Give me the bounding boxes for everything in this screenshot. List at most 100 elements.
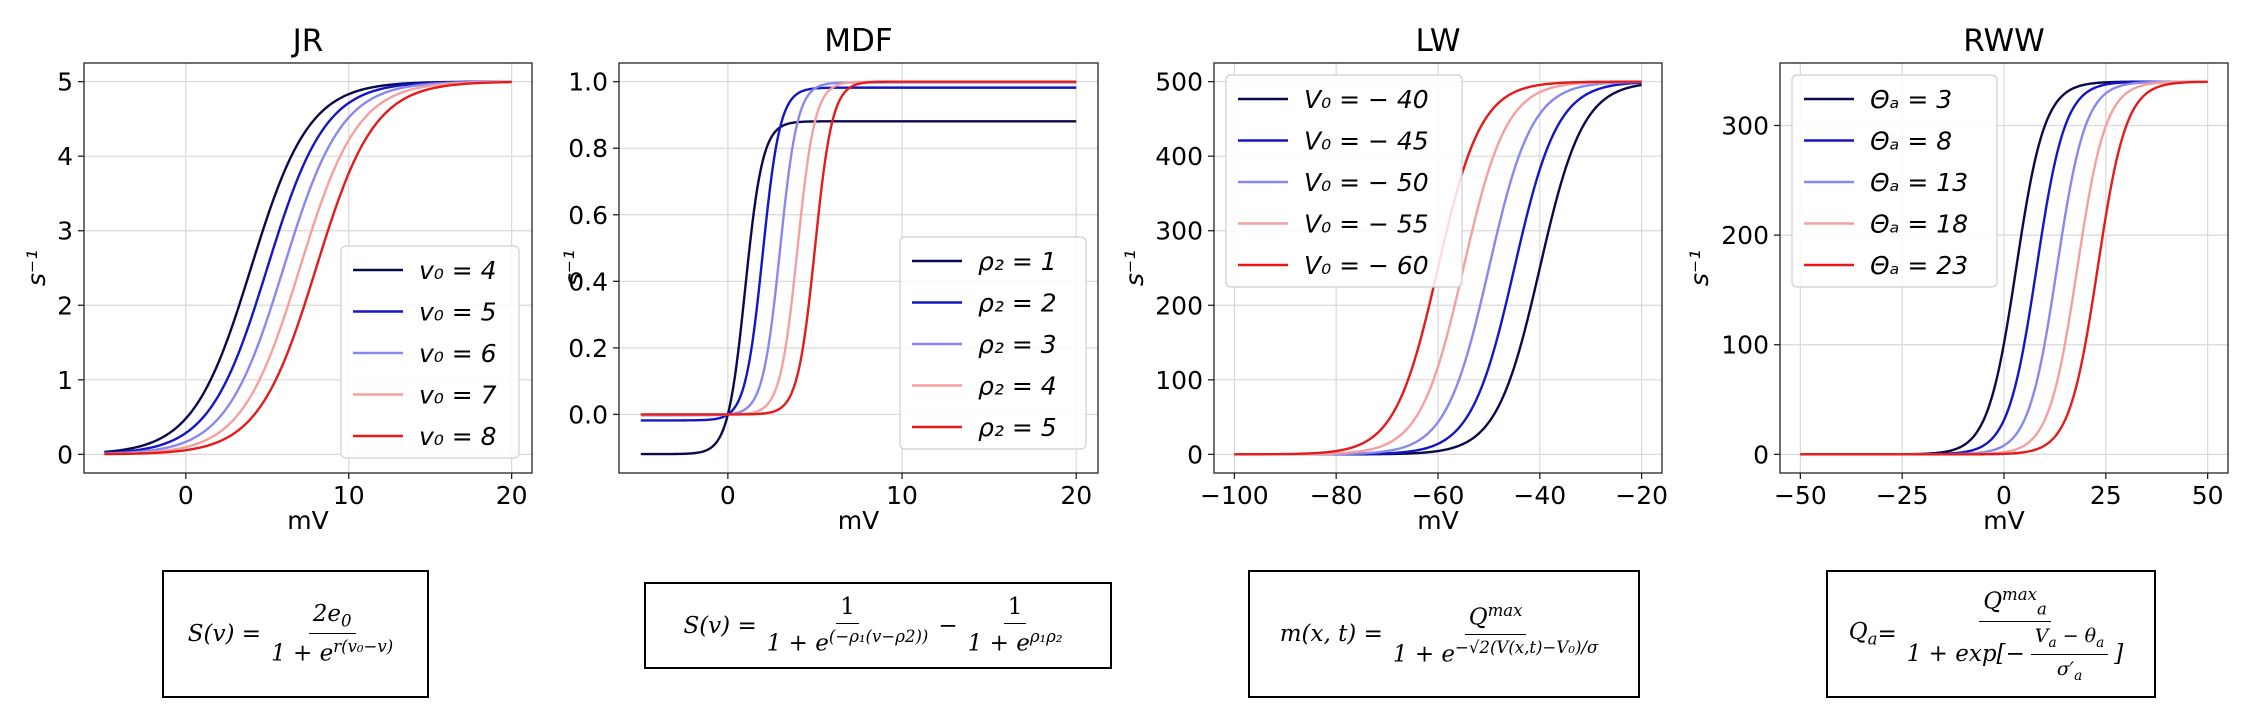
y-tick-label: 0.4 [568,267,608,296]
formula-mdf-exponent-2: ρ₁ρ₂ [1029,627,1063,647]
legend-box [1791,74,1998,288]
formula-mdf-numerator-2: 1 [1003,594,1027,625]
formula-jr-numerator: 2e [312,600,341,627]
series-line-3 [104,80,512,456]
legend-label-3: Θₐ = 18 [1870,210,1968,239]
formula-lw: m(x, t) = Qmax 1 + e−√2(V(x,t)−V₀)/σ [1248,570,1640,698]
formula-rww-fraction: Qmaxa 1 + exp[− Va − θa σ′a ] [1903,585,2128,684]
formula-mdf-lhs: S(v) = [683,612,757,639]
formula-mdf-denominator-1: 1 + e [766,630,829,657]
legend-box [899,236,1087,450]
x-axis-label: mV [1417,506,1458,535]
formula-rww-numerator: Q [1983,588,2003,615]
formula-mdf-fraction-1: 1 1 + e(−ρ₁(v−ρ2)) [763,594,933,657]
y-axis-label: s⁻¹ [1120,250,1149,286]
formula-jr-lhs: S(v) = [187,621,262,647]
legend-label-1: Θₐ = 8 [1870,127,1952,156]
y-axis-label: s⁻¹ [22,250,51,286]
legend-label-4: V₀ = − 60 [1304,251,1429,280]
x-tick-label: −50 [1774,481,1827,510]
x-tick-label: −20 [1615,481,1668,510]
y-tick-label: 5 [57,68,73,97]
formula-rww-lhs-symbol: Q [1848,619,1868,646]
series-line-1 [640,86,1077,422]
x-axis-label: mV [838,506,879,535]
formula-rww-numerator-sup: max [2002,584,2037,604]
formula-lw-lhs: m(x, t) = [1279,621,1383,647]
y-tick-label: 100 [1155,366,1203,395]
x-tick-label: 20 [496,481,528,510]
chart-panel-3: RWW −50 −25 0 25 50 0 100 200 300 mV s⁻¹ Θₐ = 3 Θₐ = … [1685,23,2229,535]
chart-title: LW [1415,23,1460,59]
formula-jr-fraction: 2e0 1 + er(v₀−v) [267,601,397,667]
x-tick-label: 0 [178,481,194,510]
legend-box [1225,74,1463,288]
legend-label-4: v₀ = 8 [419,422,497,451]
y-tick-label: 0.2 [568,334,608,363]
y-tick-label: 1 [57,366,73,395]
y-axis-label: s⁻¹ [559,250,588,286]
y-tick-label: 400 [1155,142,1203,171]
x-tick-label: 10 [333,481,365,510]
chart-title: JR [291,23,324,59]
formula-rww-equals: = [1877,621,1897,647]
legend-label-3: V₀ = − 55 [1304,210,1429,239]
formula-lw-numerator: Q [1468,604,1488,631]
formula-mdf-denominator-2: 1 + e [967,630,1030,657]
x-axis-label: mV [287,506,328,535]
legend-label-0: v₀ = 4 [419,256,497,285]
formula-lw-denominator: 1 + e [1392,641,1456,668]
formula-jr-denominator: 1 + e [271,641,334,668]
y-tick-label: 0.8 [568,134,608,163]
legend-label-2: ρ₂ = 3 [978,330,1057,359]
legend-label-1: V₀ = − 45 [1304,127,1429,156]
formula-lw-exponent: −√2(V(x,t)−V₀)/σ [1455,637,1599,657]
y-tick-label: 300 [1155,217,1203,246]
plot-frame [618,62,1099,474]
y-tick-label: 200 [1721,221,1769,250]
legend-label-4: ρ₂ = 5 [978,413,1057,442]
y-tick-label: 3 [57,217,73,246]
x-tick-label: −60 [1412,481,1465,510]
y-tick-label: 0 [1187,440,1203,469]
y-tick-label: 100 [1721,331,1769,360]
x-tick-label: 0 [720,481,736,510]
x-tick-label: 50 [2192,481,2224,510]
plot-frame [83,62,533,474]
x-tick-label: 0 [1996,481,2012,510]
formula-mdf-fraction-2: 1 1 + eρ₁ρ₂ [964,594,1067,657]
x-tick-label: −80 [1310,481,1363,510]
y-tick-label: 300 [1721,111,1769,140]
legend-label-2: Θₐ = 13 [1870,168,1968,197]
formula-rww-lhs: Qa [1849,619,1878,649]
formula-rww: Qa = Qmaxa 1 + exp[− Va − θa σ′a ] [1826,570,2156,698]
legend-label-3: ρ₂ = 4 [978,372,1057,401]
y-tick-label: 200 [1155,291,1203,320]
x-tick-label: −100 [1200,481,1269,510]
y-axis-label: s⁻¹ [1685,250,1714,286]
formula-rww-inner-denominator-sub: a [2074,667,2083,684]
formula-jr: S(v) = 2e0 1 + er(v₀−v) [162,570,429,698]
x-tick-label: −40 [1513,481,1566,510]
series-line-4 [640,80,1077,416]
series-line-0 [640,120,1077,456]
formula-rww-close-bracket: ] [2114,641,2124,668]
formula-rww-inner-numerator: V [2034,624,2049,647]
x-tick-label: 25 [2090,481,2122,510]
y-tick-label: 0.0 [568,400,608,429]
series-line-4 [1800,80,2208,456]
formula-rww-denominator: 1 + exp[− [1906,641,2025,668]
formula-rww-numerator-sub: a [2036,598,2047,618]
x-tick-label: 10 [886,481,918,510]
x-tick-label: −25 [1876,481,1929,510]
formula-rww-inner-numerator-sub: a [2048,634,2057,651]
chart-title: RWW [1963,23,2045,59]
x-tick-label: 20 [1060,481,1092,510]
formula-rww-lhs-sub: a [1867,629,1878,649]
formula-lw-fraction: Qmax 1 + e−√2(V(x,t)−V₀)/σ [1389,601,1602,667]
x-axis-label: mV [1983,506,2024,535]
formula-mdf-minus: − [938,612,958,639]
chart-panel-2: LW −100 −80 −60 −40 −20 0 100 200 300 400 500 mV s⁻¹ V… [1120,23,1668,535]
legend-label-3: v₀ = 7 [419,381,497,410]
